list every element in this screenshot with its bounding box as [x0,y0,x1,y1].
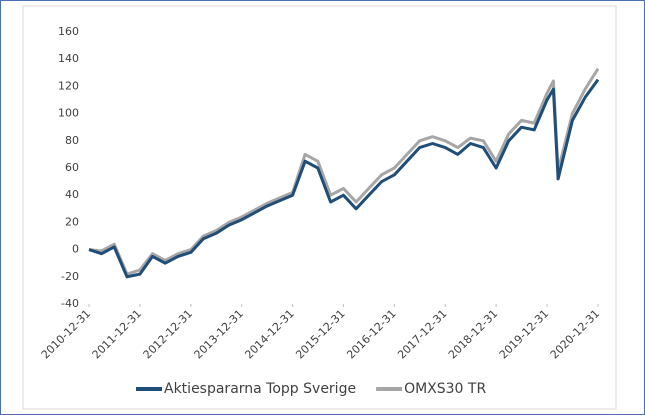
y-tick-label: 20 [65,215,79,228]
legend-label: Aktiespararna Topp Sverige [164,381,356,397]
legend-label: OMXS30 TR [404,381,486,397]
y-tick-label: -20 [61,270,79,283]
y-tick-label: 0 [72,243,79,256]
y-tick-label: 120 [58,79,79,92]
series-line [88,67,600,276]
y-tick-label: 140 [58,52,79,65]
series-line [88,78,600,279]
chart-area [22,5,617,410]
y-tick-label: 160 [58,25,79,38]
y-tick-label: 40 [65,188,79,201]
y-tick-label: 60 [65,161,79,174]
y-tick-label: 100 [58,107,79,120]
y-tick-label: -40 [61,297,79,310]
y-tick-label: 80 [65,134,79,147]
